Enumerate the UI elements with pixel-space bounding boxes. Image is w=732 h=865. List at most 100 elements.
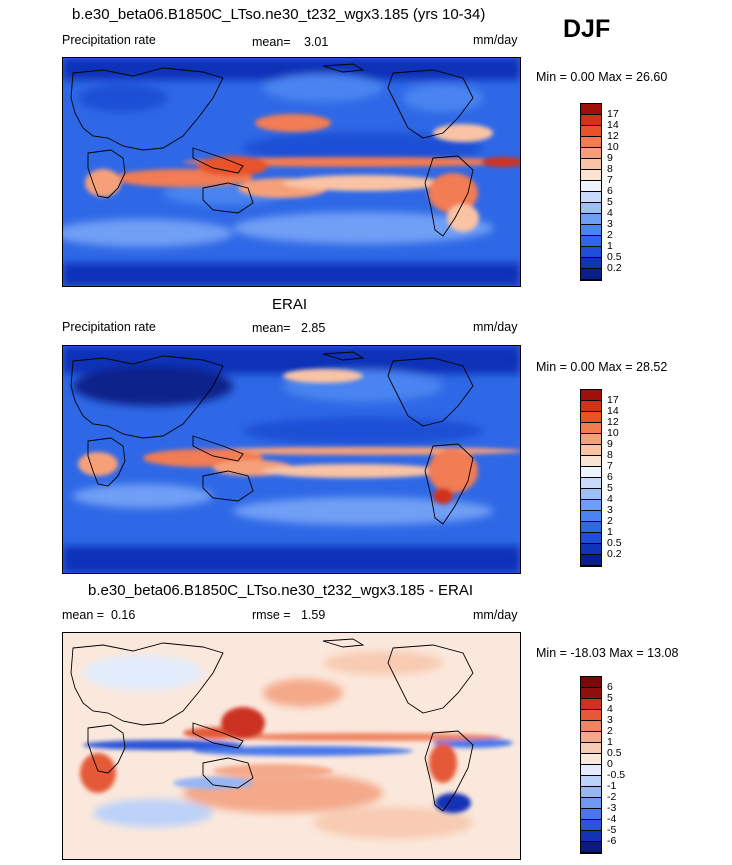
panel2-mean-value: 2.85 xyxy=(301,321,326,335)
colorbar-tick-label: -6 xyxy=(607,835,617,847)
colorbar-tick-label: 12 xyxy=(607,416,619,428)
colorbar-cell xyxy=(581,412,601,423)
colorbar-tick-label: 4 xyxy=(607,207,613,219)
colorbar-cell xyxy=(581,258,601,269)
colorbar-tick-label: 0.5 xyxy=(607,747,622,759)
colorbar-tick-label: -0.5 xyxy=(607,769,626,781)
panel2-units: mm/day xyxy=(473,320,518,334)
colorbar-tick-label: 5 xyxy=(607,692,613,704)
panel3-units: mm/day xyxy=(473,608,518,622)
colorbar-cell xyxy=(581,401,601,412)
panel2-mean-label: mean= xyxy=(252,321,291,335)
colorbar-tick-label: 14 xyxy=(607,119,619,131)
colorbar-cell xyxy=(581,842,601,853)
colorbar-cell xyxy=(581,203,601,214)
colorbar-cell xyxy=(581,170,601,181)
colorbar-cell xyxy=(581,688,601,699)
season-label: DJF xyxy=(563,15,611,43)
colorbar-cell xyxy=(581,522,601,533)
colorbar-tick-label: 3 xyxy=(607,218,613,230)
colorbar-cell xyxy=(581,831,601,842)
colorbar-tick-label: -3 xyxy=(607,802,617,814)
colorbar-cell xyxy=(581,787,601,798)
colorbar-tick-label: 0.2 xyxy=(607,262,622,274)
colorbar-cell xyxy=(581,765,601,776)
colorbar-cell xyxy=(581,820,601,831)
colorbar-cell xyxy=(581,423,601,434)
colorbar-tick-label: -5 xyxy=(607,824,617,836)
colorbar-cell xyxy=(581,721,601,732)
colorbar-cell xyxy=(581,732,601,743)
panel2-map xyxy=(62,345,521,574)
panel2-variable-label: Precipitation rate xyxy=(62,320,156,334)
colorbar-cell xyxy=(581,115,601,126)
colorbar-tick-label: -4 xyxy=(607,813,617,825)
colorbar-cell xyxy=(581,225,601,236)
colorbar-cell xyxy=(581,754,601,765)
colorbar-tick-label: 1 xyxy=(607,240,613,252)
colorbar-tick-label: 10 xyxy=(607,427,619,439)
colorbar-tick-label: 8 xyxy=(607,449,613,461)
colorbar-cell xyxy=(581,743,601,754)
colorbar-cell xyxy=(581,269,601,280)
panel1-colorbar xyxy=(580,103,602,281)
panel3-rmse-label: rmse = xyxy=(252,608,291,622)
colorbar-cell xyxy=(581,434,601,445)
colorbar-cell xyxy=(581,555,601,566)
colorbar-tick-label: -2 xyxy=(607,791,617,803)
colorbar-tick-label: 17 xyxy=(607,394,619,406)
colorbar-cell xyxy=(581,478,601,489)
colorbar-tick-label: 0.2 xyxy=(607,548,622,560)
colorbar-tick-label: 0 xyxy=(607,758,613,770)
colorbar-tick-label: 17 xyxy=(607,108,619,120)
panel1-map xyxy=(62,57,521,287)
colorbar-cell xyxy=(581,390,601,401)
colorbar-cell xyxy=(581,456,601,467)
panel1-units: mm/day xyxy=(473,33,518,47)
colorbar-tick-label: 7 xyxy=(607,460,613,472)
colorbar-cell xyxy=(581,192,601,203)
panel3-colorbar xyxy=(580,676,602,854)
panel3-mean-label: mean = xyxy=(62,608,105,622)
colorbar-tick-label: 2 xyxy=(607,725,613,737)
panel2-title: ERAI xyxy=(272,296,308,313)
colorbar-cell xyxy=(581,500,601,511)
colorbar-tick-label: 5 xyxy=(607,482,613,494)
colorbar-tick-label: 4 xyxy=(607,493,613,505)
colorbar-tick-label: -1 xyxy=(607,780,617,792)
colorbar-tick-label: 3 xyxy=(607,714,613,726)
colorbar-tick-label: 0.5 xyxy=(607,537,622,549)
colorbar-cell xyxy=(581,236,601,247)
panel1-field xyxy=(63,58,520,286)
colorbar-cell xyxy=(581,533,601,544)
panel1-mean-label: mean= xyxy=(252,35,291,49)
colorbar-cell xyxy=(581,489,601,500)
panel3-map xyxy=(62,632,521,860)
colorbar-tick-label: 4 xyxy=(607,703,613,715)
colorbar-cell xyxy=(581,710,601,721)
colorbar-tick-label: 7 xyxy=(607,174,613,186)
colorbar-tick-label: 12 xyxy=(607,130,619,142)
panel2-field xyxy=(63,346,520,573)
panel3-mean-value: 0.16 xyxy=(111,608,136,622)
colorbar-cell xyxy=(581,214,601,225)
panel1-title: b.e30_beta06.B1850C_LTso.ne30_t232_wgx3.… xyxy=(72,6,486,23)
colorbar-cell xyxy=(581,159,601,170)
colorbar-tick-label: 6 xyxy=(607,471,613,483)
colorbar-cell xyxy=(581,126,601,137)
panel3-title: b.e30_beta06.B1850C_LTso.ne30_t232_wgx3.… xyxy=(88,582,474,599)
colorbar-tick-label: 5 xyxy=(607,196,613,208)
colorbar-cell xyxy=(581,544,601,555)
colorbar-cell xyxy=(581,445,601,456)
colorbar-tick-label: 9 xyxy=(607,152,613,164)
colorbar-cell xyxy=(581,677,601,688)
colorbar-cell xyxy=(581,148,601,159)
colorbar-tick-label: 2 xyxy=(607,229,613,241)
colorbar-tick-label: 10 xyxy=(607,141,619,153)
colorbar-tick-label: 0.5 xyxy=(607,251,622,263)
colorbar-tick-label: 2 xyxy=(607,515,613,527)
colorbar-tick-label: 6 xyxy=(607,185,613,197)
colorbar-cell xyxy=(581,467,601,478)
colorbar-cell xyxy=(581,699,601,710)
colorbar-tick-label: 8 xyxy=(607,163,613,175)
